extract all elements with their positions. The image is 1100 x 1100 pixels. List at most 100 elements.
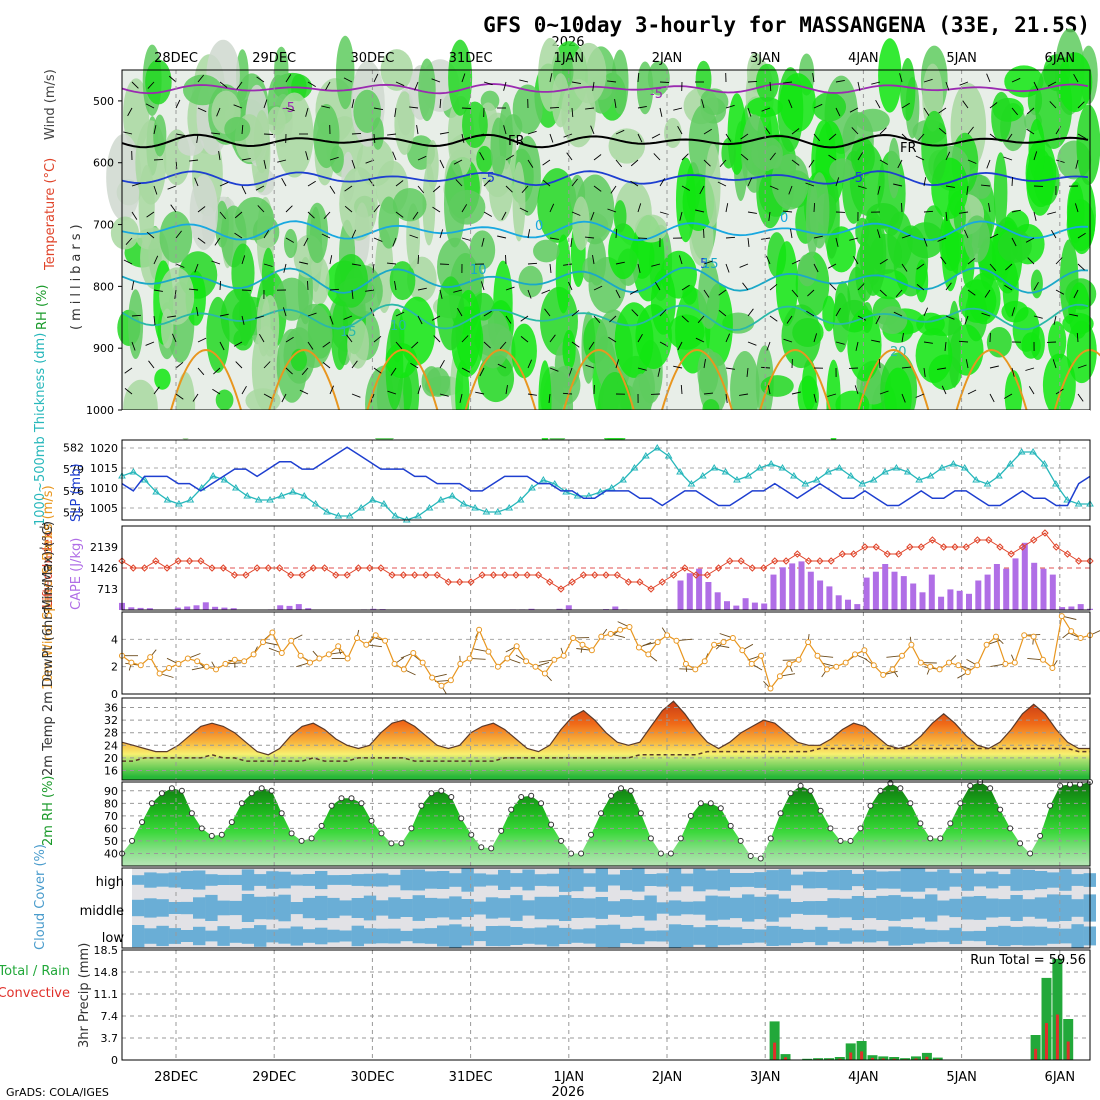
cape-bar [146, 608, 153, 610]
rh-shading [877, 306, 908, 335]
wind-barb [329, 288, 340, 291]
cloud-bar [156, 899, 169, 917]
wind10-point [993, 633, 999, 640]
cloud-bar [668, 868, 682, 892]
wind-barb [747, 308, 754, 317]
wind10-point [654, 639, 661, 646]
wind-barb [439, 98, 442, 109]
rh-point [238, 800, 245, 807]
precip-conv-bar [838, 1058, 842, 1060]
wind-barb [765, 255, 771, 265]
wind-barb [855, 341, 859, 351]
slp-point [459, 500, 468, 507]
slp-point [653, 444, 662, 451]
wind-barb [307, 81, 316, 87]
li-point [242, 571, 250, 579]
wind-barb [923, 237, 928, 247]
wind-barb [410, 362, 419, 369]
cape-bar [612, 606, 619, 610]
contour-label: 0 [780, 211, 788, 226]
rh-shading [537, 168, 577, 243]
cloud-bar [656, 902, 669, 914]
wind-barb [307, 211, 315, 219]
cloud-bar [851, 873, 865, 887]
temp-tick: 28 [104, 727, 118, 740]
rh-shading [153, 114, 167, 157]
wind-barb [303, 237, 309, 247]
wind-barb [171, 333, 177, 343]
wind-barb [1077, 263, 1085, 271]
precip-total-bar [878, 1056, 889, 1060]
wind-barb [527, 393, 537, 396]
rh-point [608, 792, 614, 799]
wind10-point [213, 666, 219, 673]
cloud-bar [290, 902, 303, 915]
slp-point [505, 504, 514, 511]
cape-tick: 2139 [90, 541, 118, 554]
rh-shading [418, 58, 436, 122]
wind10-point [758, 652, 765, 659]
day-label-bottom: 5JAN [946, 1070, 977, 1085]
wind-barb [769, 81, 772, 92]
wind-barb [1028, 386, 1035, 395]
rh-point [458, 815, 465, 822]
wind-barb [1077, 232, 1086, 239]
wind-barb [368, 178, 375, 187]
wind-barb [255, 185, 265, 191]
wind-barb [835, 341, 845, 345]
cloud-bar [559, 895, 572, 921]
wind-barb [392, 151, 397, 161]
wind-barb [153, 255, 159, 265]
wind-barb [1052, 359, 1057, 369]
wind-barb [1011, 176, 1014, 187]
wind-barb [857, 283, 865, 291]
cloud-bar [803, 929, 816, 943]
cloud-bar [473, 930, 486, 942]
wind-barb [1033, 315, 1043, 319]
wind10-point [316, 655, 323, 662]
wind-barb [585, 364, 595, 369]
cloud-bar [510, 895, 523, 921]
cloud-bar [876, 930, 889, 942]
wind-barb [681, 315, 689, 323]
rh-point [178, 787, 185, 794]
cloud-axis-label: Cloud Cover (%) [33, 844, 48, 950]
cape-bar [742, 598, 749, 610]
wind-barb [329, 156, 339, 161]
slp-point [482, 508, 491, 515]
rh-point [1017, 840, 1024, 847]
cloud-bar [144, 872, 157, 888]
wind-barb [835, 107, 841, 117]
wind10-point [128, 659, 135, 666]
rh-point [627, 787, 634, 794]
wind-barb [321, 233, 331, 239]
precip-total-bar [889, 1057, 900, 1060]
wind-barb [571, 178, 578, 187]
wind-barb [344, 185, 353, 192]
cloud-bar [729, 873, 743, 888]
isotherm [121, 266, 1089, 294]
thickness-tick: 576 [63, 485, 84, 498]
wind-barb [329, 185, 336, 194]
wind10-point [400, 666, 407, 673]
li-point [365, 564, 374, 572]
wind10-point [701, 658, 708, 665]
wind-barb [593, 185, 602, 192]
cloud-bar [681, 925, 694, 947]
cape-bar [817, 580, 824, 610]
rh-area [122, 782, 1090, 866]
wind-barb [417, 287, 427, 291]
cloud-bar [766, 894, 779, 922]
slp-point [391, 512, 400, 519]
wind10-point [635, 644, 642, 651]
wind-barb [373, 237, 383, 242]
slp-point [710, 464, 719, 471]
rh-point [737, 837, 744, 844]
day-label-bottom: 1JAN [554, 1070, 585, 1085]
wind-barb [1049, 101, 1057, 109]
wind-barb [453, 289, 463, 293]
wind-barb [322, 362, 331, 369]
wind-barb [1005, 263, 1013, 271]
slp-bg [122, 440, 1090, 520]
precip-conv-bar [1055, 1014, 1059, 1060]
